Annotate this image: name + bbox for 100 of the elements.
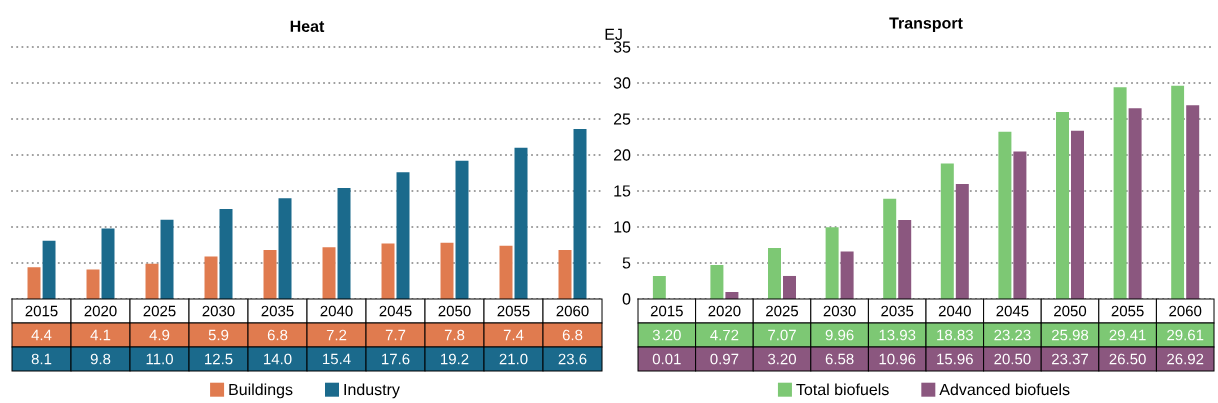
data-label: 19.2 <box>441 353 469 365</box>
bar <box>322 247 336 299</box>
x-tick-label: 2040 <box>320 305 353 317</box>
x-tick-label: 2035 <box>881 305 914 317</box>
bar <box>514 147 528 299</box>
data-label: 11.0 <box>146 353 173 365</box>
data-label: 23.23 <box>994 329 1031 341</box>
bar <box>710 265 724 299</box>
bar <box>160 219 174 299</box>
y-tick-label: 15 <box>614 185 631 197</box>
x-tick-label: 2060 <box>1169 305 1202 317</box>
legend-label: Buildings <box>229 383 293 399</box>
bar <box>381 243 395 299</box>
data-label: 4.4 <box>31 329 52 341</box>
bar <box>652 275 666 299</box>
x-tick-label: 2060 <box>556 305 589 317</box>
data-label: 8.1 <box>31 353 52 365</box>
data-label: 17.6 <box>382 353 410 365</box>
bar <box>998 131 1012 299</box>
x-tick-label: 2015 <box>25 305 58 317</box>
bar <box>768 248 782 299</box>
data-label: 21.0 <box>499 353 528 365</box>
bar <box>955 184 969 299</box>
bar <box>396 172 410 299</box>
bar <box>1071 130 1084 299</box>
x-tick-label: 2020 <box>708 305 741 317</box>
data-label: 7.4 <box>503 329 524 341</box>
data-label: 18.83 <box>937 329 973 341</box>
data-label: 29.61 <box>1167 329 1204 341</box>
data-label: 12.5 <box>205 353 233 365</box>
bar <box>558 250 572 299</box>
data-label: 3.20 <box>767 353 797 365</box>
bar <box>840 251 854 299</box>
x-tick-label: 2050 <box>1054 305 1087 317</box>
data-label: 29.41 <box>1109 329 1146 341</box>
bar <box>783 275 797 299</box>
legend-label: Industry <box>344 383 400 399</box>
bar <box>263 250 277 299</box>
x-tick-label: 2055 <box>1111 305 1144 317</box>
data-label: 26.92 <box>1167 353 1204 365</box>
data-label: 13.93 <box>879 329 916 341</box>
data-label: 4.1 <box>90 329 111 341</box>
data-label: 5.9 <box>208 329 229 341</box>
data-label: 6.8 <box>267 329 288 341</box>
data-label: 7.2 <box>326 329 347 341</box>
data-label: 10.96 <box>879 353 916 365</box>
bar <box>499 245 513 299</box>
y-axis-title: EJ <box>605 28 622 40</box>
legend-label: Total biofuels <box>796 383 889 396</box>
bar <box>898 220 912 299</box>
bar <box>145 263 159 299</box>
x-tick-label: 2040 <box>938 305 971 317</box>
data-label: 15.4 <box>323 353 351 365</box>
bar <box>573 129 587 299</box>
y-tick-label: 35 <box>613 41 631 53</box>
x-tick-label: 2025 <box>766 305 799 317</box>
chart-title: Heat <box>290 20 325 32</box>
bar <box>825 227 839 299</box>
chart-title: Transport <box>889 17 963 32</box>
bar <box>219 209 233 299</box>
data-label: 0.97 <box>710 353 739 365</box>
data-label: 26.50 <box>1109 353 1146 365</box>
y-tick-label: 25 <box>613 113 631 125</box>
y-tick-label: 10 <box>614 221 631 233</box>
data-label: 15.96 <box>937 353 973 365</box>
data-label: 7.7 <box>385 329 406 341</box>
bar <box>1056 111 1069 299</box>
bar <box>1113 87 1127 299</box>
bar <box>1186 105 1200 299</box>
data-label: 3.20 <box>652 329 681 341</box>
bar <box>440 242 454 299</box>
data-label: 23.37 <box>1052 353 1089 365</box>
x-tick-label: 2045 <box>996 305 1029 317</box>
bar <box>1013 151 1027 299</box>
data-label: 9.96 <box>825 329 854 341</box>
data-label: 0.01 <box>652 353 681 365</box>
x-tick-label: 2030 <box>823 305 856 317</box>
bar <box>940 163 954 299</box>
data-label: 25.98 <box>1052 329 1089 341</box>
bar <box>337 188 351 299</box>
data-label: 6.8 <box>562 329 583 341</box>
bar <box>42 240 56 299</box>
bar <box>1128 108 1142 299</box>
x-tick-label: 2020 <box>84 305 117 317</box>
x-tick-label: 2050 <box>438 305 471 317</box>
x-tick-label: 2045 <box>379 305 412 317</box>
y-tick-label: 20 <box>613 149 631 161</box>
data-label: 20.50 <box>994 353 1031 365</box>
data-label: 14.0 <box>264 353 292 365</box>
data-label: 6.58 <box>825 353 854 365</box>
x-tick-label: 2030 <box>202 305 235 317</box>
data-label: 4.9 <box>149 329 170 341</box>
data-label: 4.72 <box>710 329 739 341</box>
bar <box>27 267 41 299</box>
bar <box>278 198 292 299</box>
bar <box>86 269 100 299</box>
x-tick-label: 2025 <box>143 305 176 317</box>
x-tick-label: 2055 <box>497 305 530 317</box>
data-label: 9.8 <box>90 353 111 365</box>
data-label: 23.6 <box>558 353 587 365</box>
